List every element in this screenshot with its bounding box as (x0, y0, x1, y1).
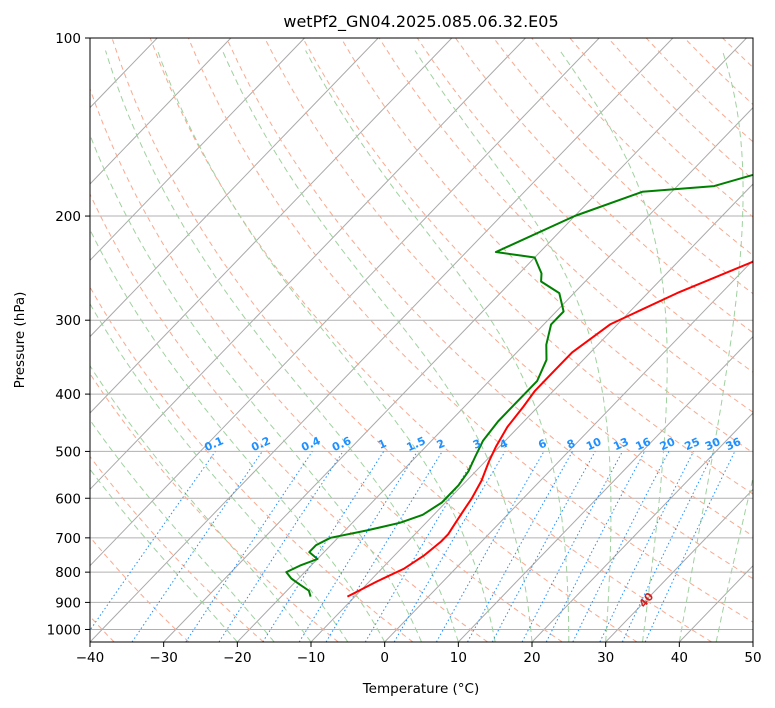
dry-adiabat-line (90, 372, 339, 642)
x-axis-label: Temperature (°C) (362, 681, 480, 697)
moist-adiabat-line (559, 50, 668, 642)
dry-adiabat-line (226, 38, 753, 580)
x-tick-label: −20 (223, 650, 252, 666)
dry-adiabats (90, 38, 753, 642)
mixing-ratio-line (491, 451, 596, 642)
dry-adiabat-line (455, 38, 753, 334)
mixing-ratio-label: 10 (584, 435, 604, 453)
profile-traces (285, 173, 753, 598)
y-tick-label: 500 (55, 444, 81, 460)
dry-adiabat-line (302, 38, 753, 495)
dry-adiabat-line (149, 38, 712, 642)
moist-adiabats (90, 50, 753, 642)
dry-adiabat-line (90, 286, 414, 642)
temperature-trace (346, 260, 753, 598)
plot-frame (89, 37, 754, 643)
dry-adiabat-line (340, 38, 753, 454)
y-tick-label: 600 (55, 491, 81, 507)
mixing-ratio-label: 16 (634, 435, 654, 453)
dry-adiabat-line (264, 38, 753, 537)
x-axis-ticks: −40 −30 −20 −10 0 10 20 30 40 50 (76, 642, 762, 666)
moist-adiabat-line (90, 133, 422, 642)
isotherm-line (457, 335, 753, 642)
isotherm-line (605, 488, 753, 642)
dewpoint-trace (285, 173, 753, 597)
mixing-ratio-label: 20 (658, 435, 678, 453)
isotherm-line (90, 38, 232, 185)
dry-adiabat-line (111, 38, 638, 642)
x-tick-label: −10 (297, 650, 326, 666)
y-tick-label: 1000 (47, 622, 81, 638)
x-tick-label: −30 (149, 650, 178, 666)
moist-adiabat-line (715, 475, 753, 642)
x-tick-label: 50 (744, 650, 761, 666)
mixing-ratio-label: 13 (611, 435, 630, 453)
mixing-ratio-line (435, 451, 545, 642)
y-tick-label: 100 (55, 31, 81, 47)
x-tick-label: 40 (671, 650, 688, 666)
plot-area (90, 38, 753, 642)
x-tick-label: 10 (450, 650, 467, 666)
x-tick-label: −40 (76, 650, 105, 666)
y-axis-label: Pressure (hPa) (12, 292, 28, 389)
dry-adiabat-line (187, 38, 753, 623)
y-tick-label: 400 (55, 387, 81, 403)
isotherm-line (384, 259, 753, 642)
moist-adiabat-line (305, 50, 570, 642)
moist-adiabat-line (414, 50, 612, 642)
mixing-ratio-line (185, 451, 313, 642)
mixing-ratio-label: 25 (683, 435, 702, 453)
isotherm-line (236, 106, 753, 642)
moist-adiabat-line (221, 50, 533, 642)
mixing-ratio-line (218, 451, 344, 642)
moist-adiabat-line (90, 228, 386, 642)
chart-title: wetPf2_GN04.2025.085.06.32.E05 (283, 12, 558, 32)
isotherm-line (163, 38, 747, 642)
moist-adiabat-line (90, 302, 349, 642)
mixing-ratio-label: 36 (724, 435, 744, 453)
x-tick-label: 20 (523, 650, 540, 666)
dry-adiabat-line (378, 38, 753, 413)
mixing-ratio-line (90, 451, 216, 632)
dry-adiabat-line (90, 192, 488, 642)
mixing-ratio-line (572, 451, 670, 642)
moist-adiabat-line (90, 419, 275, 642)
moist-adiabat-line (90, 364, 312, 642)
isotherm-line (90, 38, 526, 491)
dry-adiabat-line (90, 87, 563, 642)
y-tick-label: 700 (55, 531, 81, 547)
moist-adiabat-line (105, 50, 459, 642)
dry-adiabat-line (493, 38, 753, 295)
isotherm-line (90, 38, 600, 567)
y-tick-label: 300 (55, 313, 81, 329)
x-tick-label: 0 (380, 650, 389, 666)
moist-adiabat-line (90, 468, 238, 642)
mixing-ratio-line (262, 451, 385, 642)
isotherm-line (531, 412, 753, 642)
isotherm-line (90, 38, 305, 262)
mixing-ratio-label: 30 (703, 435, 723, 453)
mixing-ratio-line (325, 451, 443, 642)
mixing-ratio-line (131, 451, 263, 642)
y-tick-label: 200 (55, 209, 81, 225)
y-axis-ticks: 100 200 300 400 500 600 700 800 900 1000 (47, 31, 90, 638)
mixing-ratio-lines (90, 451, 736, 642)
y-tick-label: 800 (55, 565, 81, 581)
mixing-ratio-line (298, 451, 418, 642)
isotherm-line (90, 38, 379, 338)
isotherm-line (90, 38, 453, 414)
moist-adiabat-line (678, 50, 744, 642)
mixing-ratio-line (467, 451, 573, 642)
y-tick-label: 900 (55, 595, 81, 611)
moist-adiabat-line (157, 50, 496, 642)
x-tick-label: 30 (597, 650, 614, 666)
